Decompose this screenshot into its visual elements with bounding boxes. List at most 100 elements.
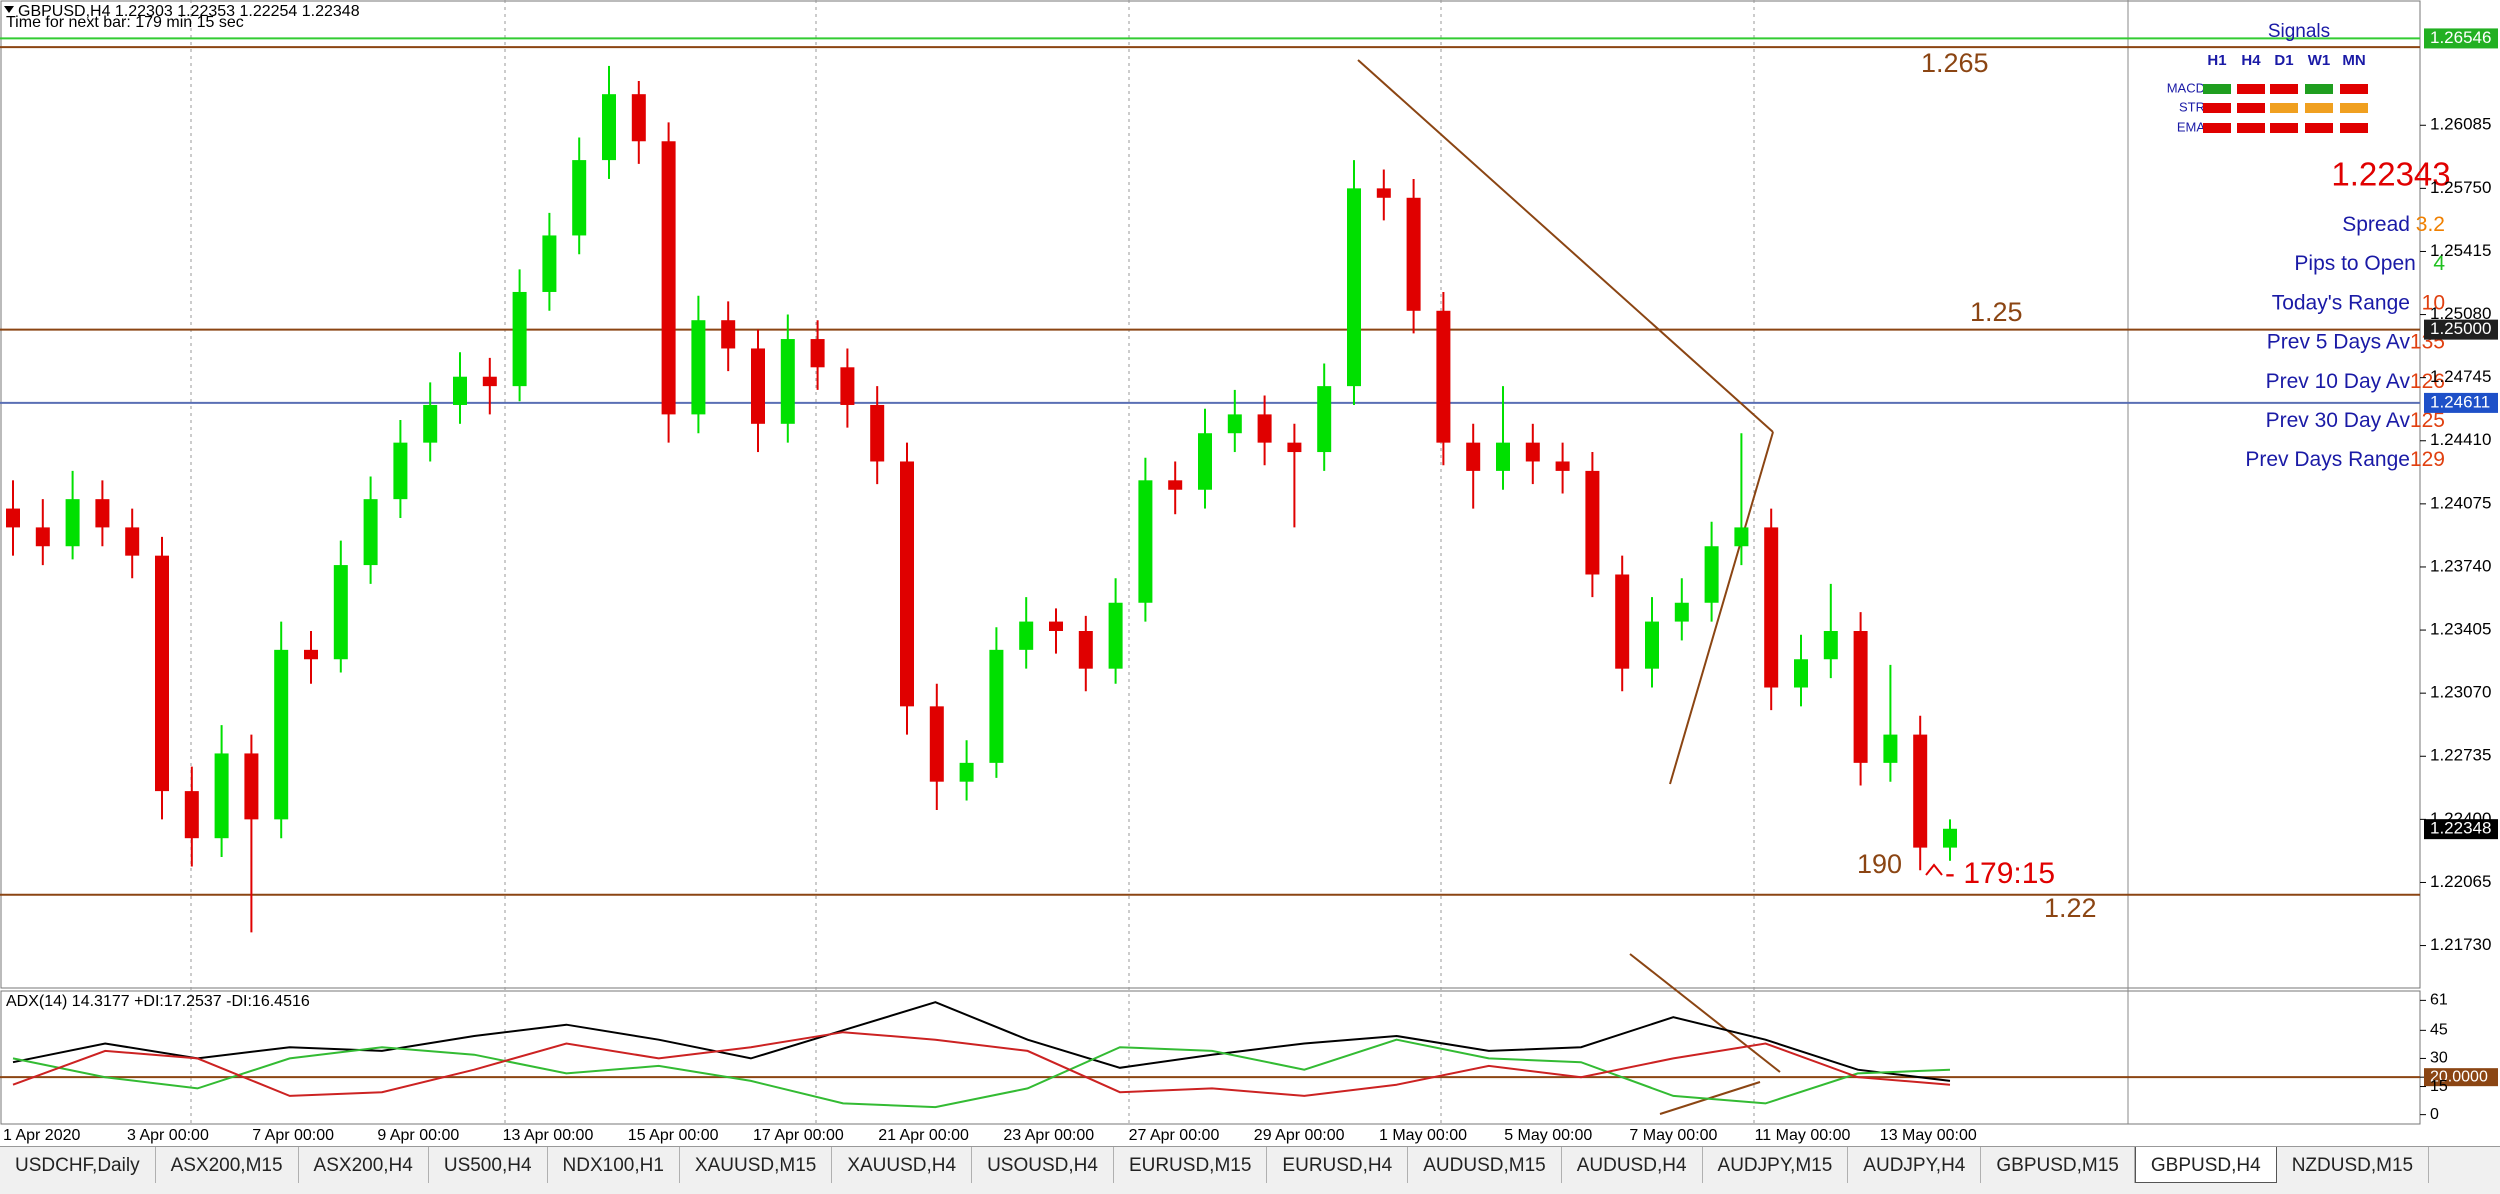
menu-arrow[interactable] — [4, 6, 14, 13]
adx-line — [12, 1038, 1951, 1109]
candle-body — [1764, 527, 1779, 688]
candle-body — [333, 565, 348, 660]
panel-stat: Pips to Open 4 — [2294, 252, 2445, 275]
caret — [1925, 863, 1943, 876]
tab[interactable]: AUDJPY,H4 — [1848, 1147, 1982, 1183]
candle-body — [751, 348, 765, 424]
adx-tick-label: 15 — [2430, 1078, 2448, 1095]
candles — [6, 65, 1957, 933]
tab-bar: USDCHF,Daily ASX200,M15 ASX200,H4 US500,H4 N… — [0, 1146, 2500, 1194]
adx-tick-label: 0 — [2430, 1106, 2439, 1123]
candle-body — [304, 649, 318, 660]
y-tick-label: 1.26085 — [2430, 115, 2491, 134]
candle-body — [1853, 631, 1868, 763]
y-tick-label: 1.25080 — [2430, 304, 2491, 323]
tab[interactable]: XAUUSD,M15 — [680, 1147, 833, 1183]
stat-label: Today's Range — [2272, 291, 2422, 314]
tab[interactable]: XAUUSD,H4 — [832, 1147, 973, 1183]
y-tick-label: 1.24745 — [2430, 367, 2491, 386]
tab[interactable]: AUDJPY,M15 — [1703, 1147, 1849, 1183]
tab[interactable]: ASX200,H4 — [299, 1147, 429, 1183]
price-marker — [2424, 28, 2498, 49]
y-tick-label: 1.23070 — [2430, 683, 2491, 702]
candle-body — [6, 508, 20, 528]
y-tick-label: 1.21730 — [2430, 935, 2491, 954]
x-tick-label: 23 Apr 00:00 — [1003, 1127, 1094, 1144]
price-marker-label: 1.25000 — [2430, 319, 2491, 338]
y-tick-label: 1.25415 — [2430, 241, 2491, 260]
price-marker — [2424, 819, 2498, 840]
candle-body — [1078, 631, 1093, 669]
x-tick-label: 13 Apr 00:00 — [503, 1127, 594, 1144]
tab[interactable]: GBPUSD,M15 — [1981, 1147, 2135, 1183]
signal-box — [2340, 84, 2368, 94]
adx-frame — [0, 990, 2421, 1125]
panel-column: D1 — [2274, 52, 2293, 69]
annotation: 1.22 — [2044, 893, 2097, 923]
panel-column: W1 — [2308, 52, 2331, 69]
candle-body — [631, 94, 646, 142]
tab[interactable]: USDCHF,Daily — [0, 1147, 156, 1183]
x-tick-label: 9 Apr 00:00 — [377, 1127, 459, 1144]
stat-value: 3.2 — [2416, 213, 2445, 236]
signal-box — [2305, 123, 2333, 133]
stat-label: Pips to Open — [2294, 252, 2433, 275]
signal-box — [2237, 123, 2265, 133]
trendline — [1629, 953, 1781, 1073]
stat-label: Prev 5 Days Av — [2267, 330, 2411, 353]
y-tick-label: 1.24410 — [2430, 430, 2491, 449]
tab[interactable]: ASX200,M15 — [156, 1147, 299, 1183]
panel-stat: Prev 5 Days Av135 — [2267, 330, 2445, 353]
candle-body — [35, 527, 50, 547]
candle-body — [125, 527, 140, 556]
panel-column: H4 — [2241, 52, 2261, 69]
candle-body — [1496, 442, 1510, 471]
candle-body — [363, 499, 378, 566]
candle-body — [840, 367, 855, 405]
candle-body — [870, 404, 885, 462]
y-tick-label: 1.24075 — [2430, 493, 2491, 512]
candle-body — [214, 753, 229, 839]
tab[interactable]: US500,H4 — [429, 1147, 548, 1183]
x-tick-label: 27 Apr 00:00 — [1129, 1127, 1220, 1144]
tab[interactable]: USOUSD,H4 — [972, 1147, 1114, 1183]
x-tick-label: 7 Apr 00:00 — [252, 1127, 334, 1144]
candle-body — [780, 339, 795, 424]
adx-tick-label: 20.0000 — [2430, 1068, 2488, 1085]
candle-body — [929, 706, 944, 782]
candle-body — [1108, 602, 1123, 669]
y-tick-label: 1.23740 — [2430, 556, 2491, 575]
candle-body — [602, 94, 616, 161]
trendline — [1669, 431, 1774, 785]
annotation: - 179:15 — [1945, 857, 2055, 890]
tab[interactable]: AUDUSD,M15 — [1408, 1147, 1562, 1183]
signal-box — [2305, 84, 2333, 94]
tab[interactable]: AUDUSD,H4 — [1562, 1147, 1703, 1183]
stat-value: 126 — [2410, 369, 2445, 392]
adx-title: ADX(14) 14.3177 +DI:17.2537 -DI:16.4516 — [6, 993, 310, 1010]
tab[interactable]: EURUSD,M15 — [1114, 1147, 1268, 1183]
candle-body — [959, 762, 974, 782]
panel-stat: Prev Days Range129 — [2245, 448, 2445, 471]
candle-body — [1913, 734, 1928, 848]
tab[interactable]: EURUSD,H4 — [1267, 1147, 1409, 1183]
candle-body — [989, 649, 1004, 763]
candle-body — [1436, 310, 1451, 443]
signal-box — [2305, 103, 2333, 113]
annotation: 1.265 — [1921, 48, 1989, 78]
candle-body — [810, 339, 825, 368]
candle-body — [1317, 386, 1332, 453]
stat-value: 4 — [2433, 252, 2445, 275]
candle-body — [1883, 734, 1898, 763]
signal-box — [2340, 103, 2368, 113]
tab[interactable]: NZDUSD,M15 — [2277, 1147, 2430, 1183]
candle-body — [184, 791, 199, 839]
price-marker-label: 1.24611 — [2430, 392, 2490, 411]
candle-body — [1287, 442, 1302, 453]
x-tick-label: 15 Apr 00:00 — [628, 1127, 719, 1144]
tab[interactable]: NDX100,H1 — [548, 1147, 680, 1183]
tab[interactable]: GBPUSD,H4 — [2134, 1147, 2277, 1183]
candle-body — [1138, 480, 1153, 603]
candle-body — [95, 499, 110, 528]
signal-box — [2203, 103, 2231, 113]
